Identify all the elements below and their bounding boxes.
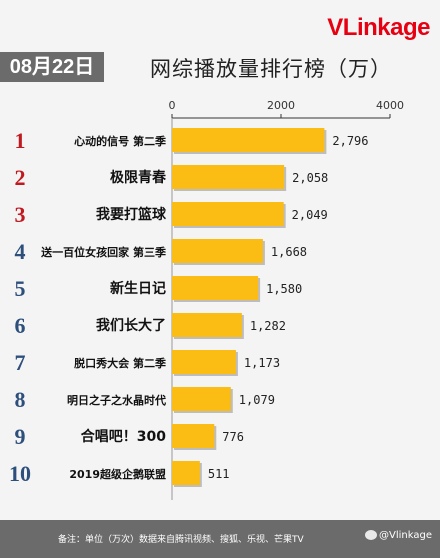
weibo-icon — [365, 530, 378, 540]
bar — [172, 239, 263, 263]
bar — [172, 165, 285, 189]
rank-number: 7 — [15, 350, 26, 375]
rank-number: 6 — [15, 313, 26, 338]
rank-number: 3 — [15, 202, 26, 227]
bar — [172, 387, 231, 411]
footer-note: 备注：单位（万次）数据来自腾讯视频、搜狐、乐视、芒果TV — [58, 535, 304, 545]
date-badge: 08月22日 — [0, 52, 104, 82]
brand-logo: VLinkage — [327, 14, 430, 41]
bar — [172, 424, 215, 448]
category-label: 送一百位女孩回家 第三季 — [40, 245, 167, 259]
x-tick-label: 2000 — [267, 99, 295, 112]
rank-number: 5 — [15, 276, 26, 301]
footer-bar: 备注：单位（万次）数据来自腾讯视频、搜狐、乐视、芒果TV @Vlinkage — [0, 520, 440, 558]
x-tick-label: 0 — [169, 99, 176, 112]
category-label: 我们长大了 — [96, 317, 166, 334]
rank-number: 2 — [15, 165, 26, 190]
rank-number: 1 — [15, 128, 26, 153]
category-label: 2019超级企鹅联盟 — [69, 467, 166, 481]
bar — [172, 202, 284, 226]
category-label: 明日之子之水晶时代 — [67, 393, 166, 407]
data-label: 2,058 — [292, 171, 328, 185]
rank-number: 9 — [15, 424, 26, 449]
bar — [172, 313, 242, 337]
data-label: 2,796 — [332, 134, 368, 148]
data-label: 776 — [222, 430, 244, 444]
category-label: 心动的信号 第二季 — [74, 134, 167, 148]
bar — [172, 276, 259, 300]
data-label: 1,173 — [244, 356, 280, 370]
x-tick-label: 4000 — [376, 99, 404, 112]
data-label: 2,049 — [292, 208, 328, 222]
rank-number: 10 — [9, 461, 31, 486]
data-label: 511 — [208, 467, 230, 481]
chart-title: 网综播放量排行榜（万） — [150, 57, 392, 81]
category-label: 极限青春 — [110, 169, 167, 186]
category-label: 我要打篮球 — [96, 206, 167, 223]
bar-chart: 0 2000 4000 1 心动的信号 第二季 2,796 2 极限青春 2,058 3 我要打篮球… — [9, 99, 404, 500]
bar — [172, 128, 325, 152]
bar — [172, 350, 236, 374]
category-label: 合唱吧！300 — [81, 428, 166, 445]
category-label: 新生日记 — [110, 280, 166, 297]
category-label: 脱口秀大会 第二季 — [74, 356, 167, 370]
data-label: 1,668 — [271, 245, 307, 259]
bar — [172, 461, 200, 485]
data-label: 1,580 — [266, 282, 302, 296]
weibo-watermark: @Vlinkage — [365, 530, 432, 541]
rank-number: 4 — [15, 239, 26, 264]
rank-number: 8 — [15, 387, 26, 412]
data-label: 1,282 — [250, 319, 286, 333]
data-label: 1,079 — [239, 393, 275, 407]
